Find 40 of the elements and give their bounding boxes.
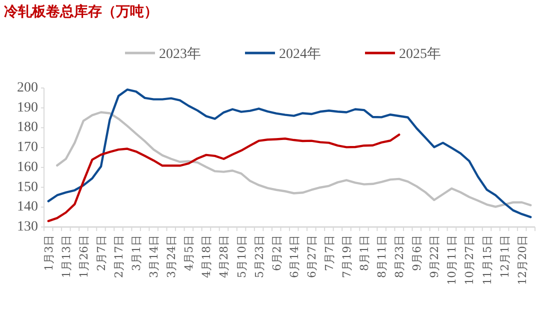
x-tick-label: 6月14日: [288, 235, 301, 278]
legend-label: 2023年: [159, 46, 201, 62]
x-tick-label: 11月15日: [480, 235, 494, 285]
x-tick-label: 5月23日: [252, 235, 266, 278]
x-tick-label: 3月14日: [148, 235, 161, 278]
x-tick-label: 12月1日: [498, 235, 512, 278]
x-tick-label: 2月17日: [112, 235, 126, 278]
x-tick-label: 7月7日: [322, 235, 336, 271]
x-tick-label: 7月19日: [340, 235, 354, 278]
x-tick-label: 12月20日: [516, 235, 529, 285]
x-tick-label: 3月1日: [130, 235, 144, 271]
y-tick-label: 190: [17, 100, 38, 116]
legend-label: 2025年: [399, 46, 441, 62]
title: 冷轧板卷总库存（万吨）: [4, 4, 158, 20]
x-tick-label: 9月6日: [410, 235, 424, 271]
x-tick-label: 6月27日: [305, 235, 318, 278]
x-tick-label: 9月22日: [428, 235, 442, 278]
y-tick-label: 180: [17, 120, 38, 136]
x-tick-label: 1月13日: [60, 235, 73, 278]
x-tick-label: 10月27日: [463, 235, 476, 285]
x-tick-label: 4月18日: [200, 235, 214, 278]
x-tick-label: 3月24日: [165, 235, 178, 278]
x-tick-label: 5月10日: [235, 235, 248, 278]
x-tick-label: 8月11日: [376, 235, 389, 278]
y-tick-label: 170: [17, 140, 38, 156]
x-tick-label: 6月2日: [270, 235, 284, 271]
y-tick-label: 200: [17, 80, 38, 96]
x-tick-label: 2月7日: [94, 235, 108, 271]
x-tick-label: 8月1日: [358, 235, 372, 271]
x-tick-label: 1月3日: [42, 235, 56, 271]
x-tick-label: 1月26日: [77, 235, 90, 278]
y-tick-label: 160: [17, 160, 38, 175]
x-tick-label: 8月23日: [393, 235, 406, 278]
y-tick-label: 140: [17, 200, 38, 215]
y-tick-label: 150: [17, 180, 38, 195]
x-tick-label: 4月28日: [218, 235, 231, 278]
x-tick-label: 10月11日: [446, 235, 459, 285]
y-tick-label: 130: [17, 220, 38, 234]
legend-label: 2024年: [279, 46, 321, 62]
x-tick-label: 4月5日: [182, 235, 196, 271]
